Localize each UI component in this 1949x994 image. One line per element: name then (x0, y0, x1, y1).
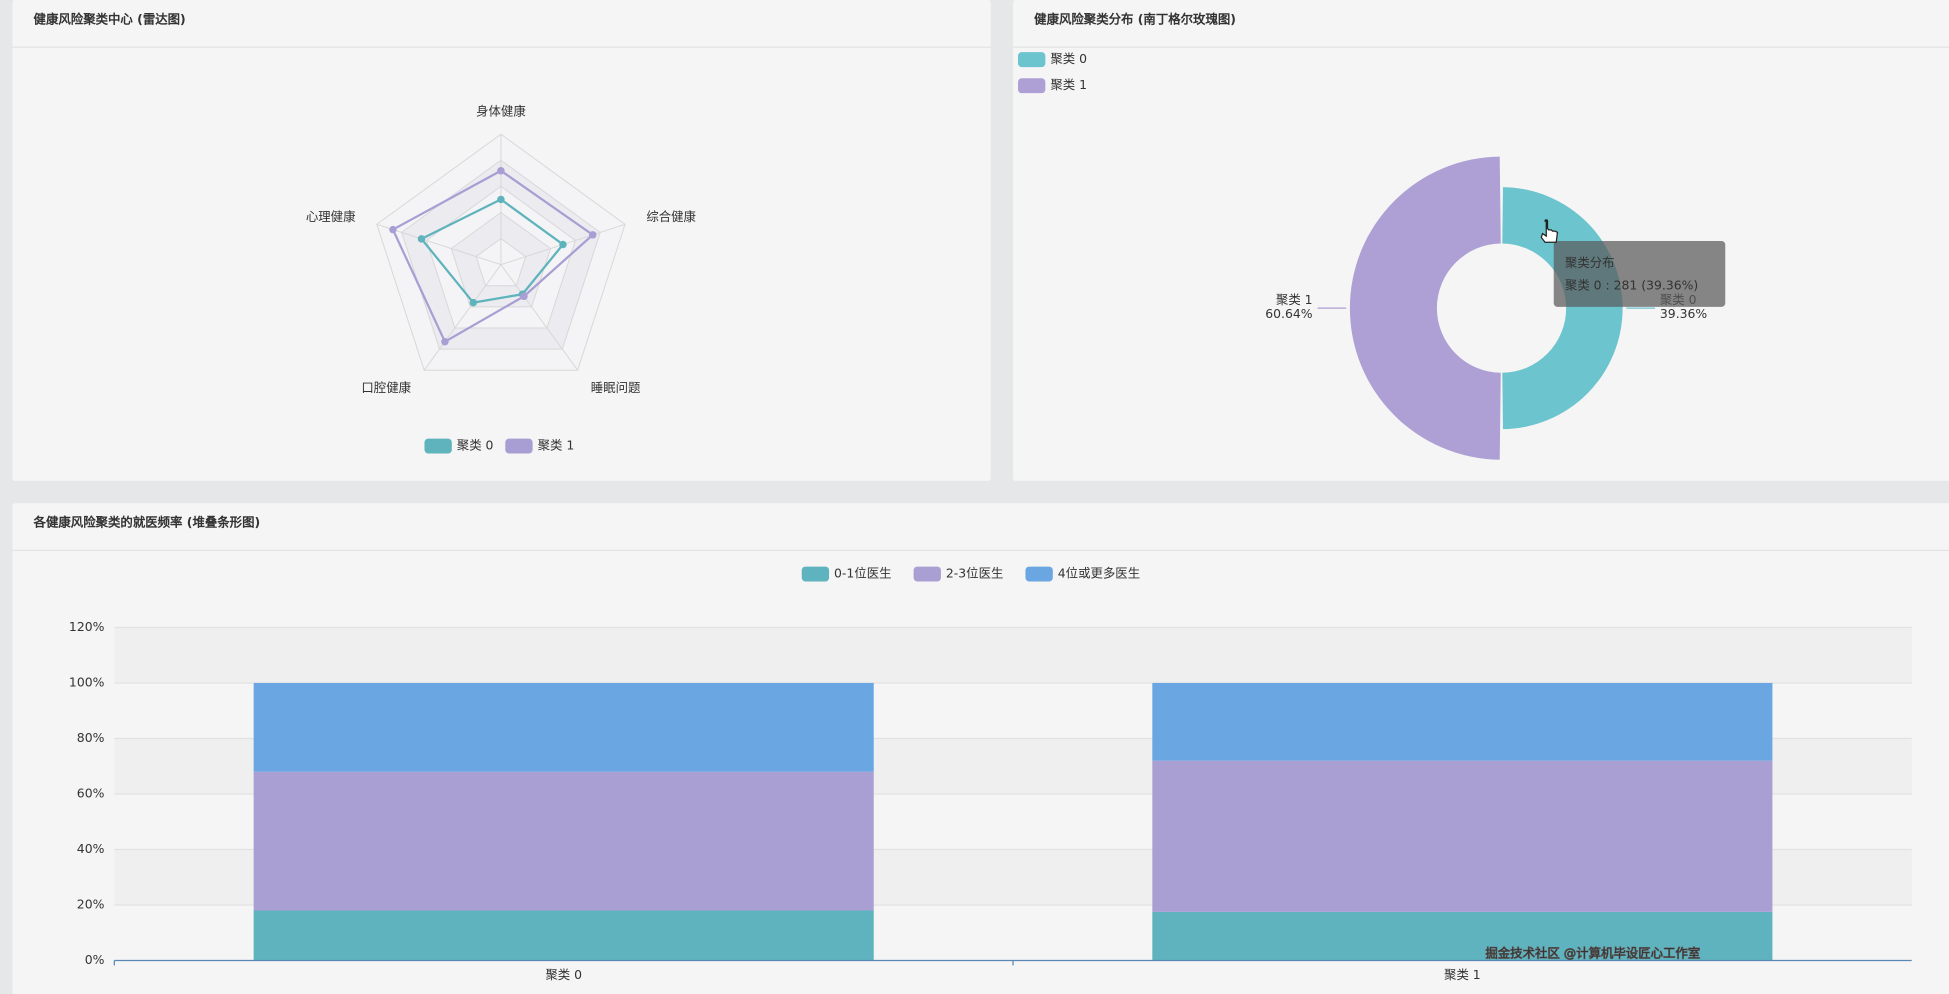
radar-line (391, 169, 595, 344)
legend-swatch (1018, 52, 1046, 68)
y-tick-label: 0% (85, 952, 105, 967)
panel-title: 健康风险聚类分布 (南丁格尔玫瑰图) (1034, 11, 1236, 26)
legend-label: 聚类 0 (457, 438, 494, 453)
tooltip-text: 聚类 0 : 281 (39.36%) (1565, 277, 1698, 292)
radar-line (419, 198, 565, 304)
y-tick-label: 20% (77, 896, 105, 911)
legend-swatch (505, 438, 533, 454)
radar-axis (500, 264, 579, 371)
legend-label: 聚类 0 (1050, 51, 1087, 66)
legend-label: 2-3位医生 (946, 566, 1003, 581)
radar-axis (423, 264, 502, 371)
y-tick-label: 80% (77, 730, 105, 745)
bar-segment (253, 771, 874, 911)
x-tick-label: 聚类 0 (545, 967, 582, 982)
indicator-label: 睡眠问题 (591, 380, 641, 395)
x-tick-label: 聚类 1 (1444, 967, 1481, 982)
y-tick-label: 40% (77, 841, 105, 856)
legend-label: 0-1位医生 (834, 566, 891, 581)
indicator-label: 口腔健康 (361, 380, 411, 395)
bar-segment (253, 682, 874, 772)
radar-point (441, 337, 449, 346)
sector-percent: 60.64% (1265, 306, 1313, 321)
legend-swatch (1025, 566, 1053, 582)
legend-swatch (801, 566, 830, 582)
indicator-label: 身体健康 (476, 103, 526, 118)
y-tick-label: 100% (69, 674, 105, 689)
indicator-label: 综合健康 (646, 209, 696, 224)
sector-percent: 39.36% (1660, 306, 1708, 321)
radar-point (417, 235, 426, 243)
legend-label: 聚类 1 (1050, 77, 1087, 92)
radar-point (589, 231, 597, 239)
radar-point (497, 166, 505, 175)
y-tick-label: 120% (69, 619, 105, 634)
y-tick-label: 60% (77, 785, 105, 800)
bar-segment (1152, 682, 1773, 761)
legend-swatch (913, 566, 941, 582)
bar-segment (253, 910, 874, 961)
panel-title: 各健康风险聚类的就医频率 (堆叠条形图) (33, 515, 261, 530)
watermark: 掘金技术社区 @计算机毕设匠心工作室 (1485, 946, 1700, 961)
radar-point (469, 298, 478, 307)
bar-segment (1152, 911, 1773, 961)
split-area (114, 627, 1912, 683)
legend-swatch (1018, 78, 1046, 94)
legend-label: 4位或更多医生 (1058, 566, 1140, 581)
radar-axis (376, 223, 502, 266)
rose-sector (1349, 156, 1501, 460)
bar-segment (1152, 760, 1773, 912)
tooltip-title: 聚类分布 (1565, 255, 1615, 270)
tooltip (1553, 241, 1726, 307)
radar-point (389, 225, 397, 234)
sector-label: 聚类 1 (1276, 292, 1313, 307)
radar-point (520, 292, 528, 301)
cursor (1540, 219, 1559, 243)
radar-point (559, 240, 567, 249)
legend-label: 聚类 1 (538, 438, 575, 453)
panel-title: 健康风险聚类中心 (雷达图) (34, 11, 186, 26)
legend-swatch (424, 438, 452, 454)
indicator-label: 心理健康 (306, 209, 356, 224)
radar-point (497, 195, 505, 204)
